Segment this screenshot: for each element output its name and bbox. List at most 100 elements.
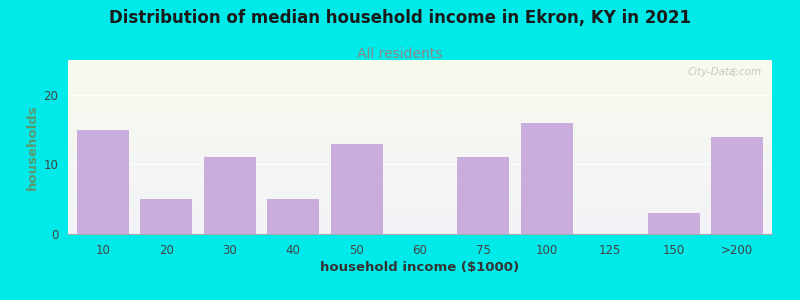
- Bar: [68, 147, 772, 149]
- Bar: [204, 158, 256, 234]
- Y-axis label: households: households: [26, 104, 39, 190]
- Bar: [68, 229, 772, 230]
- Bar: [140, 199, 192, 234]
- Bar: [77, 130, 129, 234]
- Bar: [68, 84, 772, 86]
- Bar: [68, 95, 772, 97]
- Bar: [68, 203, 772, 204]
- Bar: [68, 82, 772, 84]
- Bar: [68, 130, 772, 131]
- Bar: [330, 143, 382, 234]
- Bar: [68, 142, 772, 143]
- Bar: [68, 149, 772, 151]
- Bar: [68, 140, 772, 142]
- Bar: [68, 192, 772, 194]
- Bar: [68, 70, 772, 72]
- Text: All residents: All residents: [358, 46, 442, 61]
- Bar: [68, 163, 772, 164]
- Bar: [68, 208, 772, 210]
- Bar: [68, 91, 772, 93]
- Bar: [68, 187, 772, 189]
- Bar: [68, 177, 772, 178]
- Bar: [68, 74, 772, 76]
- Bar: [68, 185, 772, 187]
- Bar: [68, 178, 772, 180]
- Bar: [68, 204, 772, 206]
- Bar: [68, 67, 772, 69]
- Bar: [68, 210, 772, 212]
- Bar: [68, 138, 772, 140]
- Bar: [68, 136, 772, 138]
- Bar: [68, 222, 772, 224]
- Bar: [68, 159, 772, 161]
- Bar: [68, 112, 772, 114]
- Bar: [458, 158, 510, 234]
- Bar: [68, 171, 772, 173]
- Bar: [68, 143, 772, 145]
- Bar: [68, 77, 772, 79]
- Bar: [521, 123, 573, 234]
- Bar: [68, 152, 772, 154]
- Bar: [648, 213, 700, 234]
- Bar: [68, 103, 772, 105]
- Bar: [68, 114, 772, 116]
- Bar: [68, 79, 772, 81]
- Bar: [68, 154, 772, 156]
- Text: Distribution of median household income in Ekron, KY in 2021: Distribution of median household income …: [109, 9, 691, 27]
- Bar: [68, 110, 772, 112]
- Bar: [68, 126, 772, 128]
- Bar: [68, 98, 772, 100]
- Bar: [68, 218, 772, 220]
- Bar: [68, 189, 772, 190]
- Bar: [68, 72, 772, 74]
- Bar: [68, 194, 772, 196]
- Text: ○: ○: [730, 67, 738, 77]
- Bar: [711, 136, 763, 234]
- Bar: [68, 62, 772, 64]
- Bar: [267, 199, 319, 234]
- Bar: [68, 107, 772, 109]
- Bar: [68, 117, 772, 119]
- Bar: [68, 180, 772, 182]
- Bar: [68, 201, 772, 203]
- Bar: [68, 90, 772, 91]
- Bar: [68, 119, 772, 121]
- Bar: [68, 93, 772, 95]
- Bar: [68, 124, 772, 126]
- Bar: [68, 64, 772, 65]
- Bar: [68, 199, 772, 201]
- Bar: [68, 133, 772, 135]
- Bar: [68, 230, 772, 232]
- Bar: [68, 88, 772, 90]
- Bar: [68, 196, 772, 197]
- Bar: [68, 60, 772, 62]
- Bar: [68, 173, 772, 175]
- Bar: [68, 213, 772, 215]
- Bar: [68, 168, 772, 170]
- Bar: [68, 105, 772, 107]
- Bar: [68, 212, 772, 213]
- Bar: [68, 86, 772, 88]
- Bar: [68, 156, 772, 158]
- Bar: [68, 145, 772, 147]
- Text: City-Data.com: City-Data.com: [687, 67, 762, 77]
- Bar: [68, 76, 772, 77]
- Bar: [68, 232, 772, 234]
- Bar: [68, 190, 772, 192]
- Bar: [68, 151, 772, 152]
- Bar: [68, 65, 772, 67]
- Bar: [68, 175, 772, 177]
- Bar: [68, 217, 772, 218]
- Bar: [68, 123, 772, 124]
- Bar: [68, 128, 772, 130]
- Bar: [68, 131, 772, 133]
- Bar: [68, 69, 772, 70]
- Bar: [68, 97, 772, 98]
- X-axis label: household income ($1000): household income ($1000): [321, 261, 519, 274]
- Bar: [68, 169, 772, 171]
- Bar: [68, 225, 772, 227]
- Bar: [68, 227, 772, 229]
- Bar: [68, 81, 772, 82]
- Bar: [68, 166, 772, 168]
- Bar: [68, 158, 772, 159]
